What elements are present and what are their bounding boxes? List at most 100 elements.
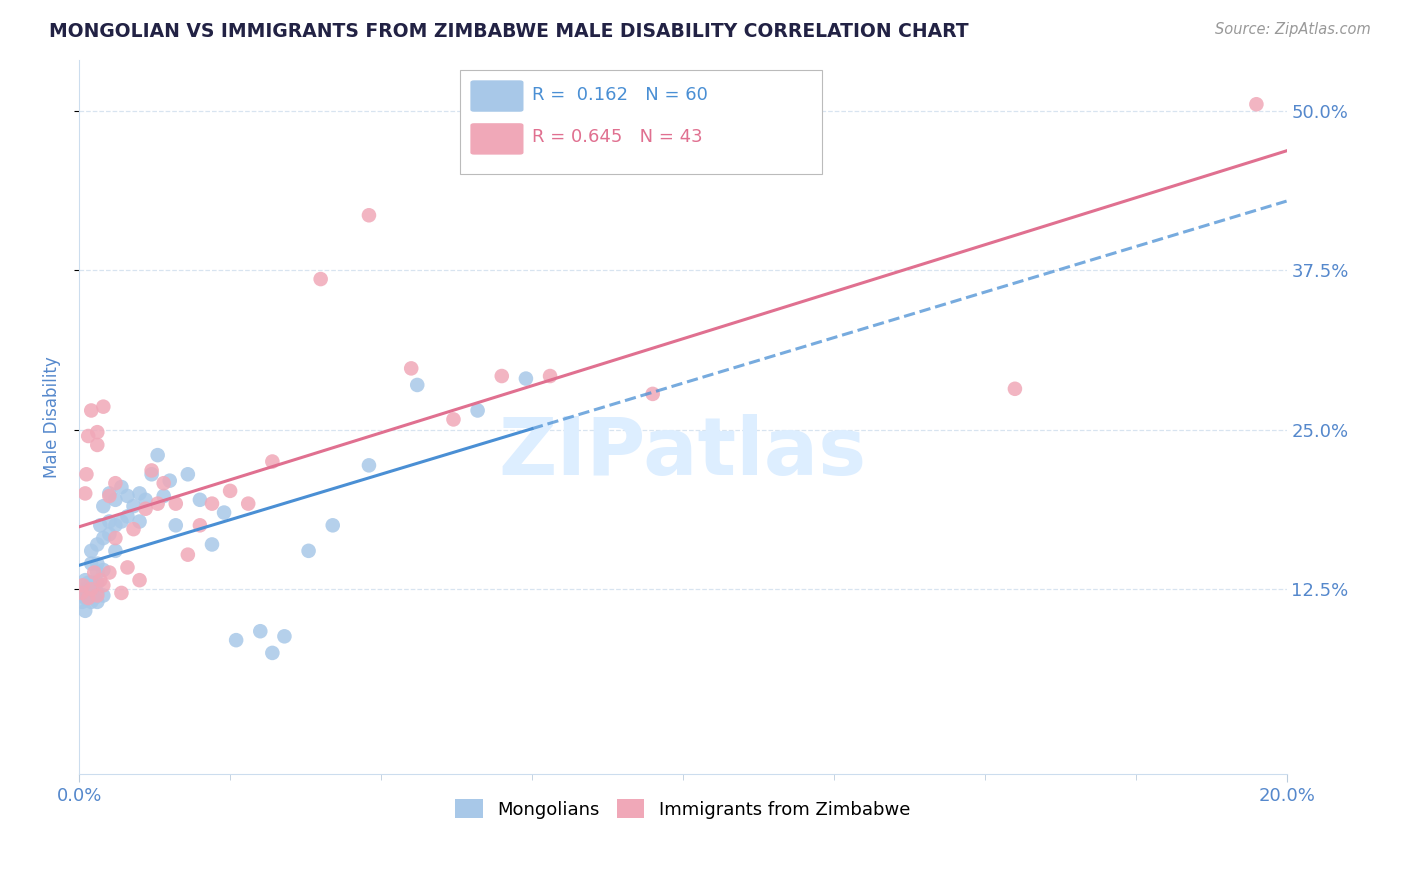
Point	[262, 454, 284, 468]
Point	[159, 474, 181, 488]
Y-axis label: Male Disability: Male Disability	[44, 356, 60, 478]
Point	[104, 476, 127, 491]
Point	[249, 624, 271, 639]
Point	[80, 403, 103, 417]
Point	[146, 497, 169, 511]
Text: R = 0.645   N = 43: R = 0.645 N = 43	[531, 128, 703, 146]
Point	[70, 595, 93, 609]
Point	[165, 518, 187, 533]
Point	[91, 499, 114, 513]
Point	[117, 509, 139, 524]
Point	[309, 272, 332, 286]
Point	[467, 403, 489, 417]
Point	[141, 467, 163, 482]
Point	[177, 548, 200, 562]
Point	[77, 591, 100, 605]
Point	[83, 578, 105, 592]
Point	[75, 582, 97, 596]
Point	[80, 575, 103, 590]
Point	[399, 361, 422, 376]
Point	[122, 499, 145, 513]
Point	[122, 522, 145, 536]
Point	[86, 589, 108, 603]
Point	[406, 378, 429, 392]
Point	[201, 497, 224, 511]
Point	[141, 463, 163, 477]
Point	[201, 537, 224, 551]
Point	[104, 518, 127, 533]
Point	[70, 589, 93, 603]
Point	[91, 578, 114, 592]
Point	[77, 575, 100, 590]
Point	[91, 531, 114, 545]
Point	[77, 591, 100, 605]
Point	[80, 595, 103, 609]
Point	[515, 371, 537, 385]
Point	[538, 369, 561, 384]
Point	[86, 557, 108, 571]
Text: R =  0.162   N = 60: R = 0.162 N = 60	[531, 86, 707, 103]
Point	[70, 586, 93, 600]
Point	[188, 518, 211, 533]
Point	[110, 480, 132, 494]
Point	[357, 208, 380, 222]
Point	[146, 448, 169, 462]
Point	[86, 438, 108, 452]
Point	[104, 544, 127, 558]
Point	[165, 497, 187, 511]
Point	[641, 387, 664, 401]
Point	[86, 575, 108, 590]
Point	[75, 591, 97, 605]
Point	[83, 591, 105, 605]
Point	[219, 483, 242, 498]
FancyBboxPatch shape	[471, 80, 523, 112]
Point	[128, 515, 150, 529]
Point	[91, 563, 114, 577]
Point	[212, 506, 235, 520]
Point	[86, 595, 108, 609]
FancyBboxPatch shape	[460, 70, 821, 174]
Point	[238, 497, 260, 511]
Point	[80, 589, 103, 603]
Point	[83, 566, 105, 580]
Point	[357, 458, 380, 473]
Point	[89, 518, 111, 533]
Point	[128, 486, 150, 500]
Point	[98, 489, 121, 503]
Point	[491, 369, 513, 384]
FancyBboxPatch shape	[471, 123, 523, 154]
Point	[98, 566, 121, 580]
Point	[80, 544, 103, 558]
Text: ZIPatlas: ZIPatlas	[499, 414, 868, 491]
Point	[128, 573, 150, 587]
Point	[188, 492, 211, 507]
Point	[75, 467, 97, 482]
Point	[75, 573, 97, 587]
Point	[75, 486, 97, 500]
Point	[262, 646, 284, 660]
Point	[443, 412, 465, 426]
Point	[80, 557, 103, 571]
Point	[72, 578, 94, 592]
Point	[152, 489, 174, 503]
Point	[177, 467, 200, 482]
Point	[117, 560, 139, 574]
Point	[91, 400, 114, 414]
Point	[86, 537, 108, 551]
Point	[80, 582, 103, 596]
Point	[273, 629, 295, 643]
Point	[98, 515, 121, 529]
Point	[86, 425, 108, 440]
Text: Source: ZipAtlas.com: Source: ZipAtlas.com	[1215, 22, 1371, 37]
Point	[98, 486, 121, 500]
Point	[80, 582, 103, 596]
Point	[77, 429, 100, 443]
Point	[86, 566, 108, 580]
Point	[297, 544, 319, 558]
Text: MONGOLIAN VS IMMIGRANTS FROM ZIMBABWE MALE DISABILITY CORRELATION CHART: MONGOLIAN VS IMMIGRANTS FROM ZIMBABWE MA…	[49, 22, 969, 41]
Point	[117, 489, 139, 503]
Point	[322, 518, 344, 533]
Point	[225, 633, 247, 648]
Point	[104, 531, 127, 545]
Point	[91, 589, 114, 603]
